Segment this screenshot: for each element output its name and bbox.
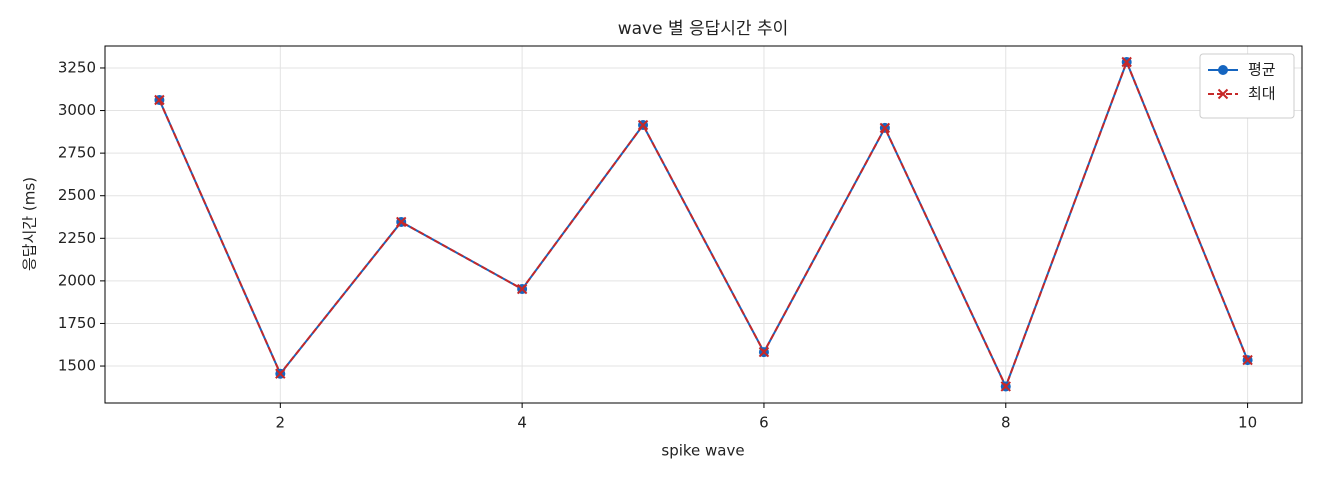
marker	[154, 94, 165, 106]
y-tick-label: 1750	[58, 314, 96, 332]
x-tick-label: 6	[759, 414, 769, 432]
plot-frame	[104, 45, 1303, 404]
chart-title: wave 별 응답시간 추이	[618, 19, 789, 39]
marker	[275, 368, 286, 379]
legend-label: 최대	[1248, 85, 1276, 103]
marker	[1000, 381, 1011, 392]
y-tick-label: 2750	[58, 144, 96, 162]
marker	[1218, 65, 1228, 75]
marker	[1121, 56, 1132, 68]
marker	[879, 122, 891, 134]
x-axis-label: spike wave	[661, 442, 744, 460]
x-tick-label: 2	[276, 414, 286, 432]
y-tick-label: 2250	[58, 229, 96, 247]
x-tick-label: 8	[1001, 414, 1011, 432]
marker	[1242, 354, 1253, 366]
marker	[396, 216, 407, 228]
y-tick-label: 2500	[58, 186, 96, 204]
y-tick-label: 3000	[58, 101, 96, 119]
marker	[516, 283, 528, 295]
legend-box	[1199, 53, 1295, 119]
y-tick-label: 2000	[58, 271, 96, 289]
marker	[1217, 88, 1229, 100]
x-tick-label: 10	[1238, 414, 1257, 432]
marker	[637, 119, 649, 131]
y-tick-label: 1500	[58, 357, 96, 375]
y-tick-label: 3250	[58, 58, 96, 76]
x-tick-label: 4	[517, 414, 527, 432]
marker	[758, 346, 770, 358]
y-axis-label: 응답시간 (ms)	[21, 177, 39, 271]
legend-label: 평균	[1248, 61, 1276, 79]
series-line	[158, 59, 1249, 390]
